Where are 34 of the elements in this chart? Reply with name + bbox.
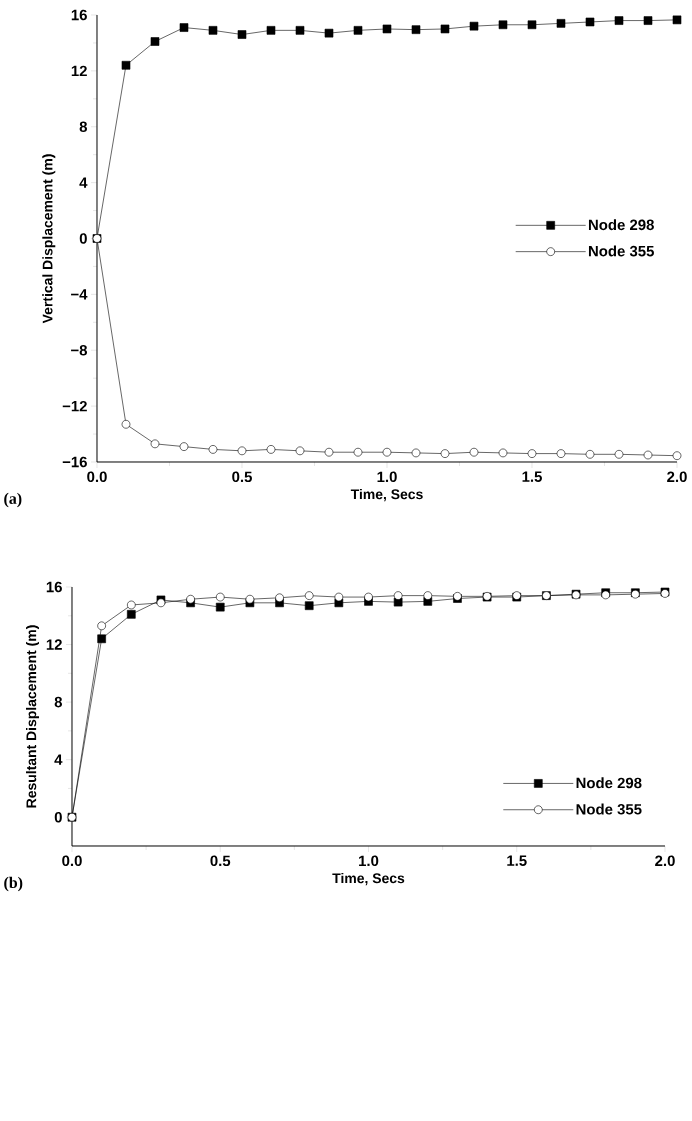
y-tick-label: 12 [71, 65, 87, 77]
y-tick-label: −12 [62, 400, 87, 412]
y-axis-title: Resultant Displacement (m) [26, 625, 40, 808]
y-tick-label: 16 [46, 581, 62, 593]
y-tick-label: 4 [54, 754, 63, 765]
y-tick-label: 8 [54, 696, 63, 708]
y-tick-label: 4 [79, 177, 88, 188]
legend-label: Node 355 [576, 803, 642, 815]
x-tick-label: 2.0 [667, 471, 687, 483]
y-tick-label: 0 [54, 811, 62, 823]
y-tick-label: 16 [71, 9, 87, 21]
text: (a) [4, 492, 22, 508]
x-tick-label: 1.0 [359, 855, 379, 867]
x-axis-title: Time, Secs [350, 488, 423, 502]
y-axis-title: Vertical Displacement (m) [42, 154, 56, 324]
y-tick-label: −4 [71, 289, 88, 300]
y-tick-label: 0 [79, 233, 87, 244]
y-tick-label: −8 [71, 344, 88, 356]
x-tick-label: 0.5 [210, 855, 231, 867]
x-tick-label: 1.0 [377, 471, 397, 483]
x-tick-label: 2.0 [655, 855, 675, 867]
y-tick-label: −16 [62, 456, 87, 468]
y-tick-label: 8 [79, 121, 88, 133]
x-tick-label: 0.0 [87, 471, 107, 483]
x-tick-label: 0.0 [62, 855, 82, 867]
x-tick-label: 1.5 [522, 471, 542, 482]
x-axis-title: Time, Secs [332, 872, 405, 886]
legend-label: Node 298 [576, 777, 642, 789]
text: (b) [4, 876, 23, 892]
legend-label: Node 355 [588, 245, 654, 257]
legend-label: Node 298 [588, 219, 654, 231]
x-tick-label: 0.5 [232, 471, 252, 483]
y-tick-label: 12 [46, 639, 62, 650]
x-tick-label: 1.5 [507, 855, 527, 866]
